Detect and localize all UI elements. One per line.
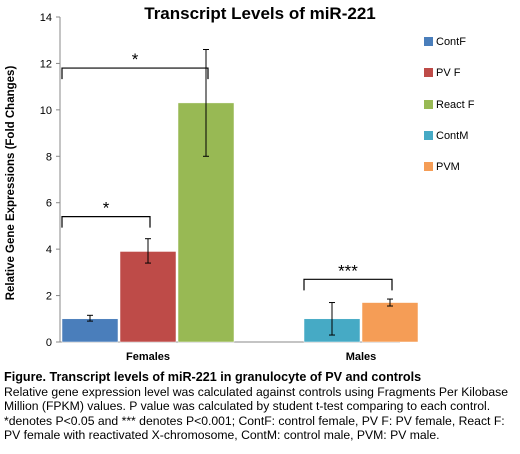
legend-swatch bbox=[424, 131, 433, 140]
bar bbox=[361, 302, 419, 343]
legend-swatch bbox=[424, 162, 433, 171]
legend-label: PVM bbox=[436, 161, 460, 173]
legend: ContF PV F React F ContM PVM bbox=[424, 36, 475, 173]
y-tick-label: 4 bbox=[46, 244, 52, 256]
y-ticks: 0 2 4 6 8 10 12 14 bbox=[40, 12, 60, 349]
significance-label: * bbox=[132, 50, 139, 69]
caption-line: Relative gene expression level was calcu… bbox=[4, 384, 509, 399]
significance-label: * bbox=[103, 199, 110, 218]
caption-line: PV female with reactivated X-chromosome,… bbox=[4, 428, 440, 443]
x-category-label: Males bbox=[346, 351, 377, 363]
x-category-labels: Females Males bbox=[126, 351, 376, 363]
y-tick-label: 6 bbox=[46, 198, 52, 210]
legend-label: PV F bbox=[436, 67, 461, 79]
y-axis-label: Relative Gene Expressions (Fold Changes) bbox=[5, 66, 17, 301]
bar bbox=[119, 251, 177, 343]
y-tick-label: 12 bbox=[40, 58, 52, 70]
caption-line: Million (FPKM) values. P value was calcu… bbox=[4, 399, 491, 414]
bar-chart: Transcript Levels of miR-221 Relative Ge… bbox=[5, 4, 475, 363]
significance-annotations: ***** bbox=[61, 50, 393, 291]
bar bbox=[61, 318, 119, 343]
y-tick-label: 0 bbox=[46, 337, 52, 349]
caption-title: Figure. Transcript levels of miR-221 in … bbox=[4, 370, 422, 384]
significance-label: *** bbox=[338, 261, 358, 280]
caption-line: *denotes P<0.05 and *** denotes P<0.001;… bbox=[4, 413, 505, 428]
legend-label: React F bbox=[436, 99, 475, 111]
significance-bracket bbox=[303, 278, 393, 291]
legend-label: ContM bbox=[436, 130, 468, 142]
chart-title: Transcript Levels of miR-221 bbox=[144, 4, 375, 23]
error-bars bbox=[87, 49, 393, 336]
significance-bracket bbox=[61, 67, 209, 80]
legend-label: ContF bbox=[436, 36, 466, 48]
significance-bracket bbox=[61, 216, 151, 228]
x-category-label: Females bbox=[126, 351, 170, 363]
legend-swatch bbox=[424, 100, 433, 109]
figure-caption: Figure. Transcript levels of miR-221 in … bbox=[4, 370, 518, 443]
legend-swatch bbox=[424, 37, 433, 46]
y-tick-label: 14 bbox=[40, 12, 52, 24]
bars bbox=[61, 102, 419, 343]
legend-swatch bbox=[424, 68, 433, 77]
y-tick-label: 2 bbox=[46, 291, 52, 303]
y-tick-label: 10 bbox=[40, 105, 52, 117]
y-tick-label: 8 bbox=[46, 151, 52, 163]
